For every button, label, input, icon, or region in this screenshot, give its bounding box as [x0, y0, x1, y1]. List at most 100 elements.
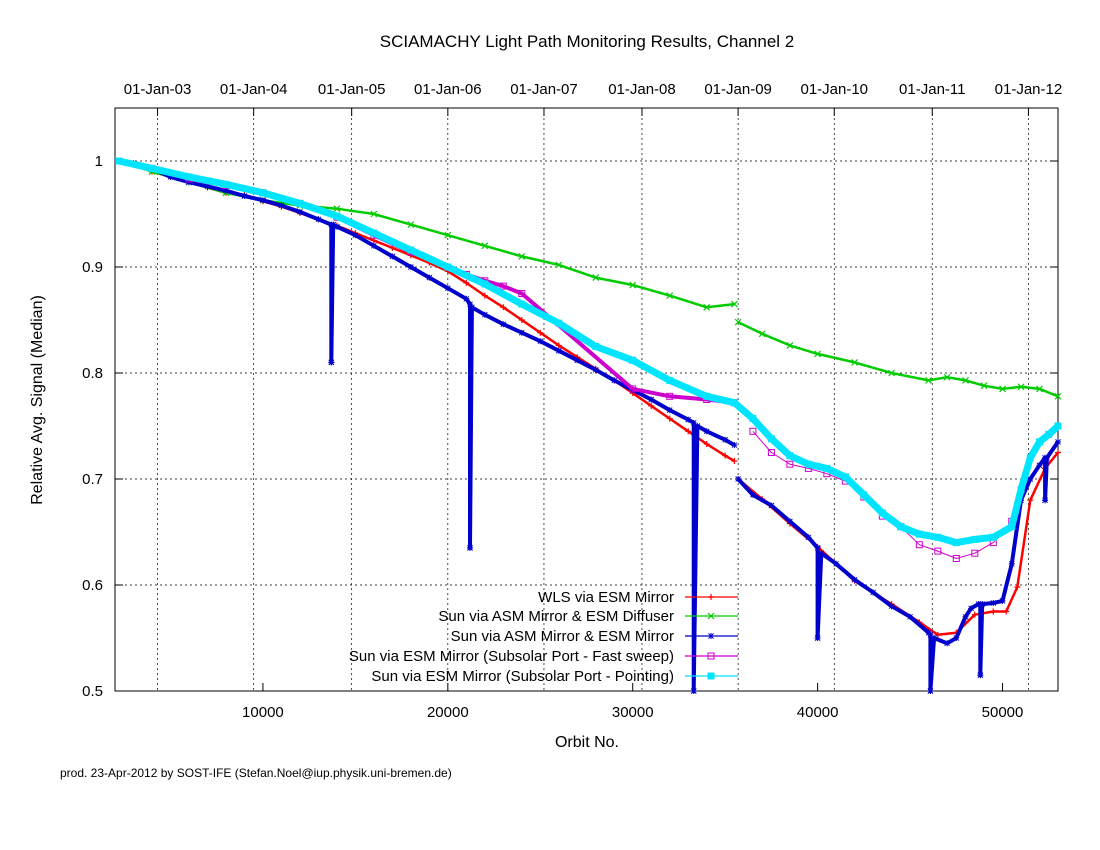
- series-7-point: [1008, 523, 1016, 531]
- series-0-point: [731, 457, 738, 464]
- series-7-point: [1036, 438, 1044, 446]
- series-4-point: [731, 442, 738, 449]
- series-0-point: [389, 244, 396, 251]
- footer-credit: prod. 23-Apr-2012 by SOST-IFE (Stefan.No…: [60, 766, 452, 780]
- series-4-point: [555, 347, 562, 354]
- legend-marker: [707, 672, 715, 680]
- series-4-point: [611, 377, 618, 384]
- series-4-point: [648, 396, 655, 403]
- series-2-point: [370, 210, 378, 218]
- series-7-point: [897, 523, 905, 531]
- legend-label: Sun via ASM Mirror & ESM Diffuser: [438, 608, 674, 625]
- series-6-point: [666, 392, 674, 400]
- series-0-point: [537, 329, 544, 336]
- series-7-point: [934, 533, 942, 541]
- series-7-point: [786, 452, 794, 460]
- top-tick-label: 01-Jan-12: [995, 81, 1063, 98]
- series-3-point: [1054, 392, 1062, 400]
- series-3-point: [758, 330, 766, 338]
- series-0-point: [648, 402, 655, 409]
- series-5-point: [1027, 476, 1034, 482]
- series-5-point: [786, 518, 793, 525]
- x-axis-ticks: 10000 20000 30000 40000 50000: [242, 683, 1023, 721]
- series-7-point: [518, 300, 526, 308]
- legend-marker: [707, 652, 715, 660]
- series-3-point: [786, 342, 794, 349]
- series-5-point: [818, 550, 825, 557]
- series-6-b-point: [934, 547, 942, 555]
- series-5-point: [1008, 560, 1015, 567]
- series-7-point: [730, 399, 738, 407]
- series-4-point: [352, 232, 359, 239]
- series-7-point: [804, 460, 812, 468]
- series-3-point: [1017, 383, 1025, 391]
- series-5: [735, 438, 1061, 694]
- series-4-point: [703, 428, 710, 435]
- series-6-point: [629, 385, 637, 393]
- series-7-point: [1054, 422, 1062, 430]
- series-1-point: [990, 608, 997, 615]
- top-tick-label: 01-Jan-07: [510, 81, 578, 98]
- series-0-point: [518, 317, 525, 323]
- series-7-point: [259, 189, 267, 197]
- series-5-point: [1055, 438, 1061, 445]
- blue-spike-point: [927, 688, 934, 694]
- series-7-point: [1017, 486, 1025, 494]
- series-6-b-point: [767, 449, 775, 456]
- series-3-point: [888, 369, 896, 377]
- x-tick-label: 30000: [612, 704, 654, 721]
- series-7-point: [841, 473, 849, 481]
- series-7-point: [878, 509, 886, 517]
- series-3-point: [962, 376, 969, 384]
- series-7-point: [971, 535, 979, 543]
- series-2-point: [518, 252, 526, 260]
- series-5-point: [805, 534, 812, 541]
- series-7-point: [555, 319, 563, 327]
- series-3-point: [943, 373, 951, 381]
- series-7-point: [767, 435, 775, 443]
- series-4-point: [259, 197, 266, 204]
- blue-spike-point: [814, 635, 821, 641]
- series-5-point: [999, 597, 1006, 604]
- grid: [115, 108, 1058, 692]
- legend-label: Sun via ASM Mirror & ESM Mirror: [451, 628, 674, 645]
- series-7-point: [666, 376, 674, 384]
- series-4-point: [278, 202, 285, 209]
- blue-spike-point: [690, 688, 697, 694]
- series-5-point: [749, 491, 756, 498]
- series-1-point: [1055, 449, 1061, 456]
- series-5-point: [870, 589, 877, 596]
- series-3-line: [737, 320, 1059, 398]
- series-5-point: [990, 600, 997, 607]
- series-4-point: [463, 295, 470, 302]
- x-tick-label: 20000: [427, 704, 469, 721]
- series-4-point: [407, 264, 414, 270]
- series-7-point: [222, 180, 230, 188]
- legend-marker: [708, 594, 714, 600]
- y-tick-label: 0.6: [82, 577, 103, 594]
- series-3-point: [999, 385, 1006, 393]
- series-4-point: [167, 173, 174, 180]
- series-4-point: [426, 274, 433, 281]
- series-7-point: [1026, 454, 1034, 462]
- series-5-point: [979, 601, 986, 608]
- series-0-line: [118, 159, 736, 463]
- series-3-point: [734, 318, 742, 326]
- series-7-point: [370, 229, 378, 237]
- top-tick-label: 01-Jan-03: [124, 81, 192, 98]
- series-0-point: [722, 452, 729, 459]
- series-1-point: [1027, 497, 1034, 504]
- top-tick-label: 01-Jan-04: [220, 81, 288, 98]
- series-4-line: [118, 159, 736, 693]
- blue-spike-point: [977, 672, 984, 679]
- series-3-point: [980, 382, 988, 390]
- series-7-point: [592, 343, 600, 350]
- series-4-point: [315, 216, 322, 223]
- series-7-point: [407, 246, 415, 254]
- series-4-point: [518, 329, 525, 336]
- series-3-point: [851, 358, 859, 366]
- x-axis-label: Orbit No.: [555, 734, 619, 751]
- top-tick-label: 01-Jan-10: [800, 81, 868, 98]
- series-5-point: [968, 605, 975, 612]
